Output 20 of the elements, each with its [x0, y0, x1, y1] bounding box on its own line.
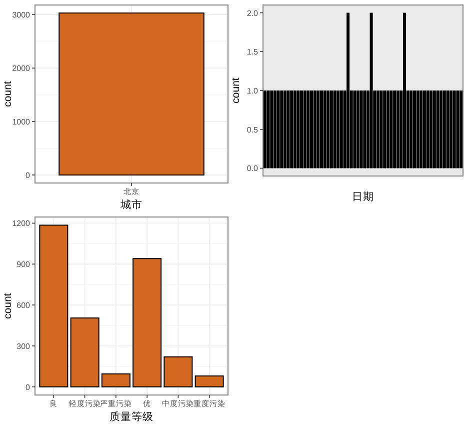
y-tick-label: 2.0 [246, 8, 259, 18]
y-tick-label: 3000 [12, 10, 31, 20]
y-axis-title: count [2, 81, 14, 107]
y-tick-label: 1.5 [246, 48, 259, 57]
x-axis-title: 质量等级 [110, 410, 154, 423]
y-tick-label: 1.0 [246, 86, 259, 96]
y-tick-label: 0.0 [246, 164, 259, 174]
y-tick-label: 1200 [12, 219, 31, 228]
y-tick-label: 0 [26, 170, 31, 180]
y-tick-label: 900 [16, 260, 31, 270]
y-tick-label: 2000 [12, 64, 31, 74]
x-axis-title: 日期 [352, 191, 374, 203]
y-axis-title: count [2, 293, 14, 319]
y-axis-title: count [230, 78, 242, 104]
y-tick-label: 0.5 [246, 125, 259, 134]
y-tick-label: 1000 [12, 118, 31, 127]
x-axis-title: 城市 [120, 198, 142, 211]
y-tick-label: 300 [16, 342, 31, 351]
y-tick-label: 600 [16, 300, 31, 310]
y-tick-label: 0 [26, 382, 31, 392]
